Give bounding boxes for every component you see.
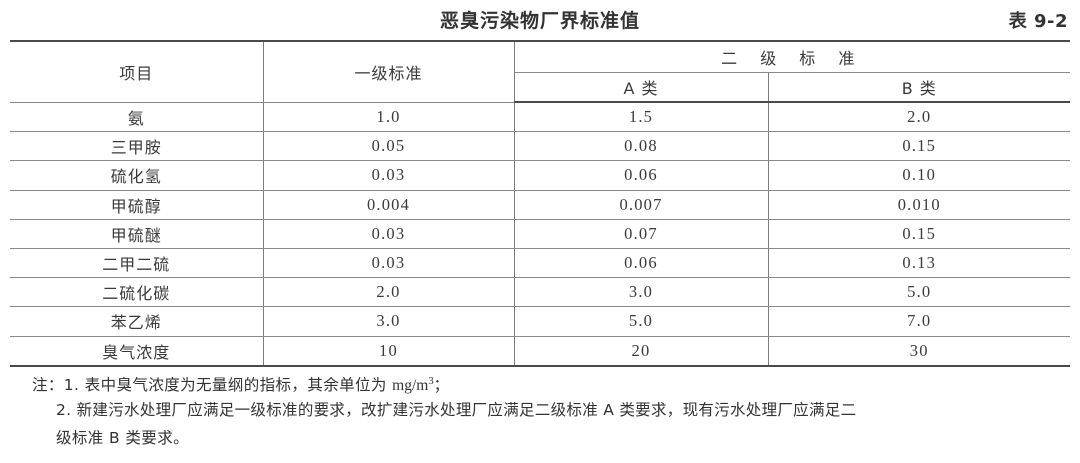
page-title: 恶臭污染物厂界标准值 bbox=[439, 10, 640, 32]
cell-item: 二甲二硫 bbox=[10, 248, 264, 279]
table-row: 硫化氢 0.03 0.06 0.10 bbox=[10, 160, 1071, 191]
cell-level2-a: 20 bbox=[514, 336, 769, 367]
cell-level2-a: 0.06 bbox=[514, 248, 769, 279]
note-1-suffix: ； bbox=[433, 376, 450, 395]
cell-level1: 2.0 bbox=[263, 277, 515, 308]
note-item-2-line-1: 2. 新建污水处理厂应满足一级标准的要求，改扩建污水处理厂应满足二级标准 A 类… bbox=[56, 401, 857, 419]
cell-level2-b: 30 bbox=[768, 336, 1071, 367]
header-item: 项目 bbox=[10, 40, 264, 103]
note-1-unit-exponent: 3 bbox=[428, 376, 434, 387]
standard-values-table: 项目 一级标准 二 级 标 准 A 类 B 类 氨 1.0 1.5 2.0 三甲… bbox=[10, 40, 1071, 367]
cell-item: 硫化氢 bbox=[10, 160, 264, 191]
table-row: 甲硫醇 0.004 0.007 0.010 bbox=[10, 190, 1071, 220]
header-level2-b: B 类 bbox=[768, 72, 1071, 103]
header-level1: 一级标准 bbox=[263, 40, 515, 103]
table-row: 二硫化碳 2.0 3.0 5.0 bbox=[10, 277, 1071, 308]
table-number-label: 表 9-2 bbox=[1008, 11, 1068, 32]
header-level2-group: 二 级 标 准 bbox=[514, 40, 1071, 73]
cell-level2-a: 0.06 bbox=[514, 160, 769, 191]
table-row: 三甲胺 0.05 0.08 0.15 bbox=[10, 131, 1071, 162]
table-row: 二甲二硫 0.03 0.06 0.13 bbox=[10, 248, 1071, 279]
note-item-2-line-2: 级标准 B 类要求。 bbox=[56, 429, 189, 447]
cell-level1: 0.05 bbox=[263, 131, 515, 162]
cell-level1: 0.03 bbox=[263, 219, 515, 249]
cell-level2-b: 7.0 bbox=[768, 306, 1071, 337]
cell-item: 二硫化碳 bbox=[10, 277, 264, 308]
header-level2-a: A 类 bbox=[514, 72, 769, 103]
table-row: 苯乙烯 3.0 5.0 7.0 bbox=[10, 306, 1071, 337]
cell-level2-a: 0.08 bbox=[514, 131, 769, 162]
table-header-row-top: 项目 一级标准 二 级 标 准 bbox=[10, 40, 1071, 103]
cell-level2-b: 0.13 bbox=[768, 248, 1071, 279]
cell-level1: 0.03 bbox=[263, 248, 515, 279]
note-1-unit-base: mg/m bbox=[392, 377, 429, 395]
table-row: 臭气浓度 10 20 30 bbox=[10, 336, 1071, 367]
cell-level2-b: 0.15 bbox=[768, 219, 1071, 249]
cell-level1: 1.0 bbox=[263, 102, 515, 133]
cell-level2-b: 2.0 bbox=[768, 102, 1071, 133]
cell-item: 氨 bbox=[10, 102, 264, 133]
cell-level1: 0.004 bbox=[263, 190, 515, 220]
cell-level2-a: 0.07 bbox=[514, 219, 769, 249]
cell-level1: 0.03 bbox=[263, 160, 515, 191]
table-row: 甲硫醚 0.03 0.07 0.15 bbox=[10, 219, 1071, 249]
cell-item: 甲硫醚 bbox=[10, 219, 264, 249]
title-row: 恶臭污染物厂界标准值 表 9-2 bbox=[0, 6, 1080, 34]
cell-level1: 10 bbox=[263, 336, 515, 367]
cell-level2-a: 0.007 bbox=[514, 190, 769, 220]
note-item-1: 注：1. 表中臭气浓度为无量纲的指标，其余单位为 mg/m3； bbox=[32, 368, 450, 400]
cell-item: 甲硫醇 bbox=[10, 190, 264, 220]
cell-level2-b: 0.15 bbox=[768, 131, 1071, 162]
note-1-unit: mg/m3 bbox=[392, 376, 434, 395]
standard-values-table-container: 项目 一级标准 二 级 标 准 A 类 B 类 氨 1.0 1.5 2.0 三甲… bbox=[10, 40, 1071, 367]
cell-level2-b: 0.10 bbox=[768, 160, 1071, 191]
cell-item: 苯乙烯 bbox=[10, 306, 264, 337]
table-header-row-bottom: A 类 B 类 bbox=[10, 72, 1071, 103]
cell-level2-b: 5.0 bbox=[768, 277, 1071, 308]
cell-level2-b: 0.010 bbox=[768, 190, 1071, 220]
table-row: 氨 1.0 1.5 2.0 bbox=[10, 102, 1071, 133]
note-1-prefix: 注：1. 表中臭气浓度为无量纲的指标，其余单位为 bbox=[32, 376, 393, 395]
cell-level2-a: 3.0 bbox=[514, 277, 769, 308]
cell-level2-a: 1.5 bbox=[514, 102, 769, 133]
cell-item: 臭气浓度 bbox=[10, 336, 264, 367]
cell-level1: 3.0 bbox=[263, 306, 515, 337]
cell-level2-a: 5.0 bbox=[514, 306, 769, 337]
cell-item: 三甲胺 bbox=[10, 131, 264, 162]
